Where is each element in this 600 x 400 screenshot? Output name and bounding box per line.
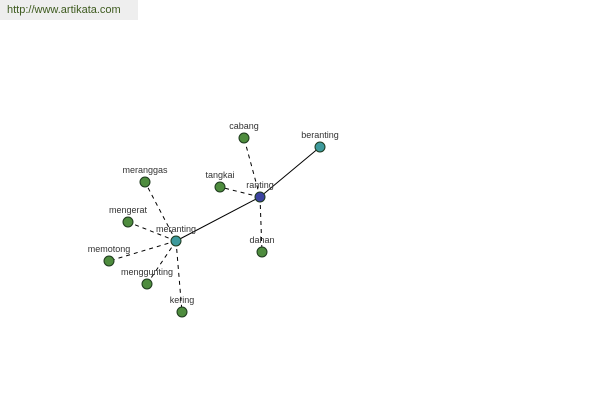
node-label-cabang: cabang (229, 121, 259, 131)
site-url[interactable]: http://www.artikata.com (7, 4, 121, 16)
node-menggunting[interactable] (141, 278, 153, 290)
edge-meranting-menggunting (146, 240, 177, 285)
node-label-kering: kering (170, 295, 195, 305)
edge-meranting-memotong (108, 240, 177, 262)
node-label-memotong: memotong (88, 244, 131, 254)
node-mengerat[interactable] (122, 216, 134, 228)
edge-meranting-mengerat (127, 221, 177, 242)
edge-ranting-dahan (259, 196, 263, 253)
node-beranting[interactable] (314, 141, 326, 153)
edge-ranting-cabang (243, 137, 261, 198)
node-kering[interactable] (176, 306, 188, 318)
node-label-menggunting: menggunting (121, 267, 173, 277)
node-meranggas[interactable] (139, 176, 151, 188)
node-label-meranggas: meranggas (122, 165, 168, 175)
node-memotong[interactable] (103, 255, 115, 267)
edge-meranting-ranting (175, 196, 261, 242)
node-label-tangkai: tangkai (205, 170, 234, 180)
node-dahan[interactable] (256, 246, 268, 258)
edge-ranting-tangkai (219, 186, 261, 198)
node-label-mengerat: mengerat (109, 205, 148, 215)
edge-meranting-kering (175, 240, 183, 313)
node-label-ranting: ranting (246, 180, 274, 190)
node-label-dahan: dahan (249, 235, 274, 245)
site-url-banner: http://www.artikata.com (0, 0, 138, 20)
edge-meranting-meranggas (144, 181, 177, 242)
node-meranting[interactable] (170, 235, 182, 247)
edge-ranting-beranting (259, 146, 321, 198)
node-cabang[interactable] (238, 132, 250, 144)
node-tangkai[interactable] (214, 181, 226, 193)
node-label-meranting: meranting (156, 224, 196, 234)
node-label-beranting: beranting (301, 130, 339, 140)
node-ranting[interactable] (254, 191, 266, 203)
